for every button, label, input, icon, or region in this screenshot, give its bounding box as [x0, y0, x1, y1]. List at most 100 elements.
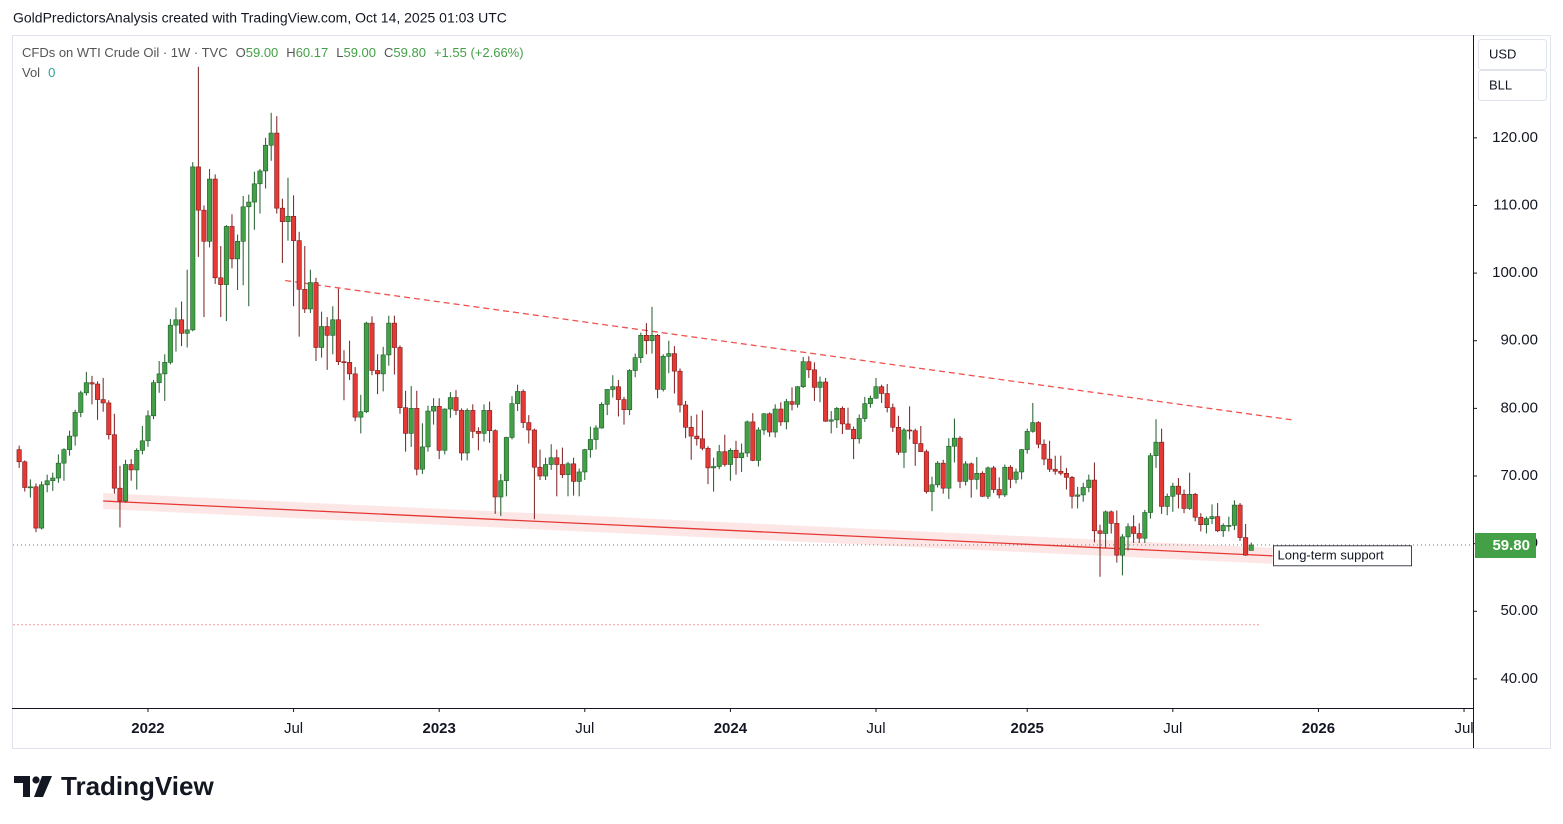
- logo-shape: [14, 776, 30, 797]
- candle-body: [901, 429, 907, 453]
- candle-body: [599, 404, 605, 429]
- x-tick-label: Jul: [575, 720, 594, 737]
- y-tick-label: 120.00: [1492, 129, 1538, 146]
- candle-body: [845, 423, 851, 430]
- candle-body: [1035, 422, 1041, 445]
- candle-body: [475, 431, 481, 434]
- candle-body: [621, 399, 627, 411]
- candle-body: [526, 422, 532, 431]
- candle-body: [302, 289, 308, 310]
- candle-body: [828, 419, 834, 422]
- candle-body: [358, 411, 364, 418]
- candle-body: [279, 207, 285, 222]
- candle-body: [1030, 422, 1036, 432]
- ohlc-key: L: [336, 45, 343, 60]
- candle-body: [251, 183, 257, 203]
- candle-body: [330, 319, 336, 336]
- candle-body: [285, 215, 291, 222]
- candle-body: [33, 486, 39, 529]
- candle-body: [957, 437, 963, 482]
- candle-body: [414, 408, 420, 470]
- candle-body: [694, 435, 700, 440]
- y-tick-label: 90.00: [1500, 332, 1538, 349]
- candle-body: [565, 463, 571, 475]
- candle-body: [727, 449, 733, 465]
- candle-body: [1069, 477, 1075, 497]
- candle-body: [363, 322, 369, 413]
- candle-body: [16, 449, 22, 463]
- candle-body: [184, 329, 190, 334]
- candle-body: [733, 449, 739, 459]
- x-tick-label: Jul: [1163, 720, 1182, 737]
- candle-body: [985, 467, 991, 497]
- price-axis: 40.0050.0060.0070.0080.0090.00100.00110.…: [1473, 129, 1538, 687]
- ohlc-value: 59.00: [343, 45, 376, 60]
- candle-body: [688, 427, 694, 437]
- time-axis: 2022 Jul 2023 Jul 2024 Jul 2025 Jul 2026 Jul: [131, 709, 1473, 737]
- candle-body: [1220, 525, 1226, 532]
- ohlc-key: H: [286, 45, 295, 60]
- currency[interactable]: USD: [1489, 46, 1516, 61]
- candle-body: [235, 240, 241, 260]
- plot: [13, 66, 1473, 626]
- candle-body: [890, 407, 896, 428]
- candle-body: [375, 370, 381, 375]
- candle-body: [783, 401, 789, 423]
- candle-body: [1181, 493, 1187, 509]
- candle-body: [307, 282, 313, 310]
- candle-body: [531, 429, 537, 468]
- candle-body: [1058, 470, 1064, 474]
- candle-body: [268, 132, 274, 146]
- candle-body: [1203, 518, 1209, 526]
- candle-body: [520, 391, 526, 423]
- candle-body: [487, 410, 493, 431]
- brand-logo[interactable]: TradingView: [14, 771, 214, 801]
- unit[interactable]: BLL: [1489, 77, 1512, 92]
- candle-body: [879, 386, 885, 394]
- candle-body: [839, 408, 845, 425]
- candle-body: [789, 401, 795, 405]
- candle-body: [935, 462, 941, 486]
- brand-name[interactable]: TradingView: [61, 771, 214, 801]
- candle-body: [117, 487, 123, 502]
- x-tick-label: 2023: [422, 720, 455, 737]
- candle-body: [459, 410, 465, 454]
- candle-body: [162, 362, 168, 375]
- candle-body: [1091, 479, 1097, 532]
- y-tick-label: 50.00: [1500, 602, 1538, 619]
- candle-body: [576, 471, 582, 482]
- candle-body: [1147, 455, 1153, 513]
- candle-body: [660, 355, 666, 390]
- candle-body: [1108, 511, 1114, 524]
- candle-body: [951, 437, 957, 447]
- candle-body: [1086, 479, 1092, 488]
- candle-body: [352, 373, 358, 418]
- candle-body: [699, 438, 705, 449]
- candle-body: [1153, 441, 1159, 457]
- candle-body: [1019, 449, 1025, 473]
- candle-body: [95, 383, 101, 400]
- candle-body: [27, 486, 33, 489]
- candle-body: [481, 410, 487, 434]
- candle-body: [515, 391, 521, 404]
- x-tick-label: 2026: [1302, 720, 1335, 737]
- currency-box[interactable]: [1478, 39, 1547, 70]
- candle-body: [1114, 523, 1120, 556]
- candle-body: [1007, 466, 1013, 480]
- candle-body: [587, 439, 593, 450]
- candle-body: [1192, 493, 1198, 518]
- candle-body: [246, 201, 252, 208]
- candle-body: [912, 430, 918, 444]
- candle-body: [89, 382, 95, 385]
- candle-body: [895, 427, 901, 453]
- candle-body: [1159, 441, 1165, 507]
- unit-box[interactable]: [1478, 70, 1547, 101]
- candle-body: [134, 449, 140, 471]
- candle-body: [498, 480, 504, 498]
- candle-body: [492, 430, 498, 498]
- candle-body: [335, 319, 341, 362]
- ohlc-key: O: [236, 45, 246, 60]
- candle-body: [173, 319, 179, 326]
- candle-body: [123, 464, 129, 502]
